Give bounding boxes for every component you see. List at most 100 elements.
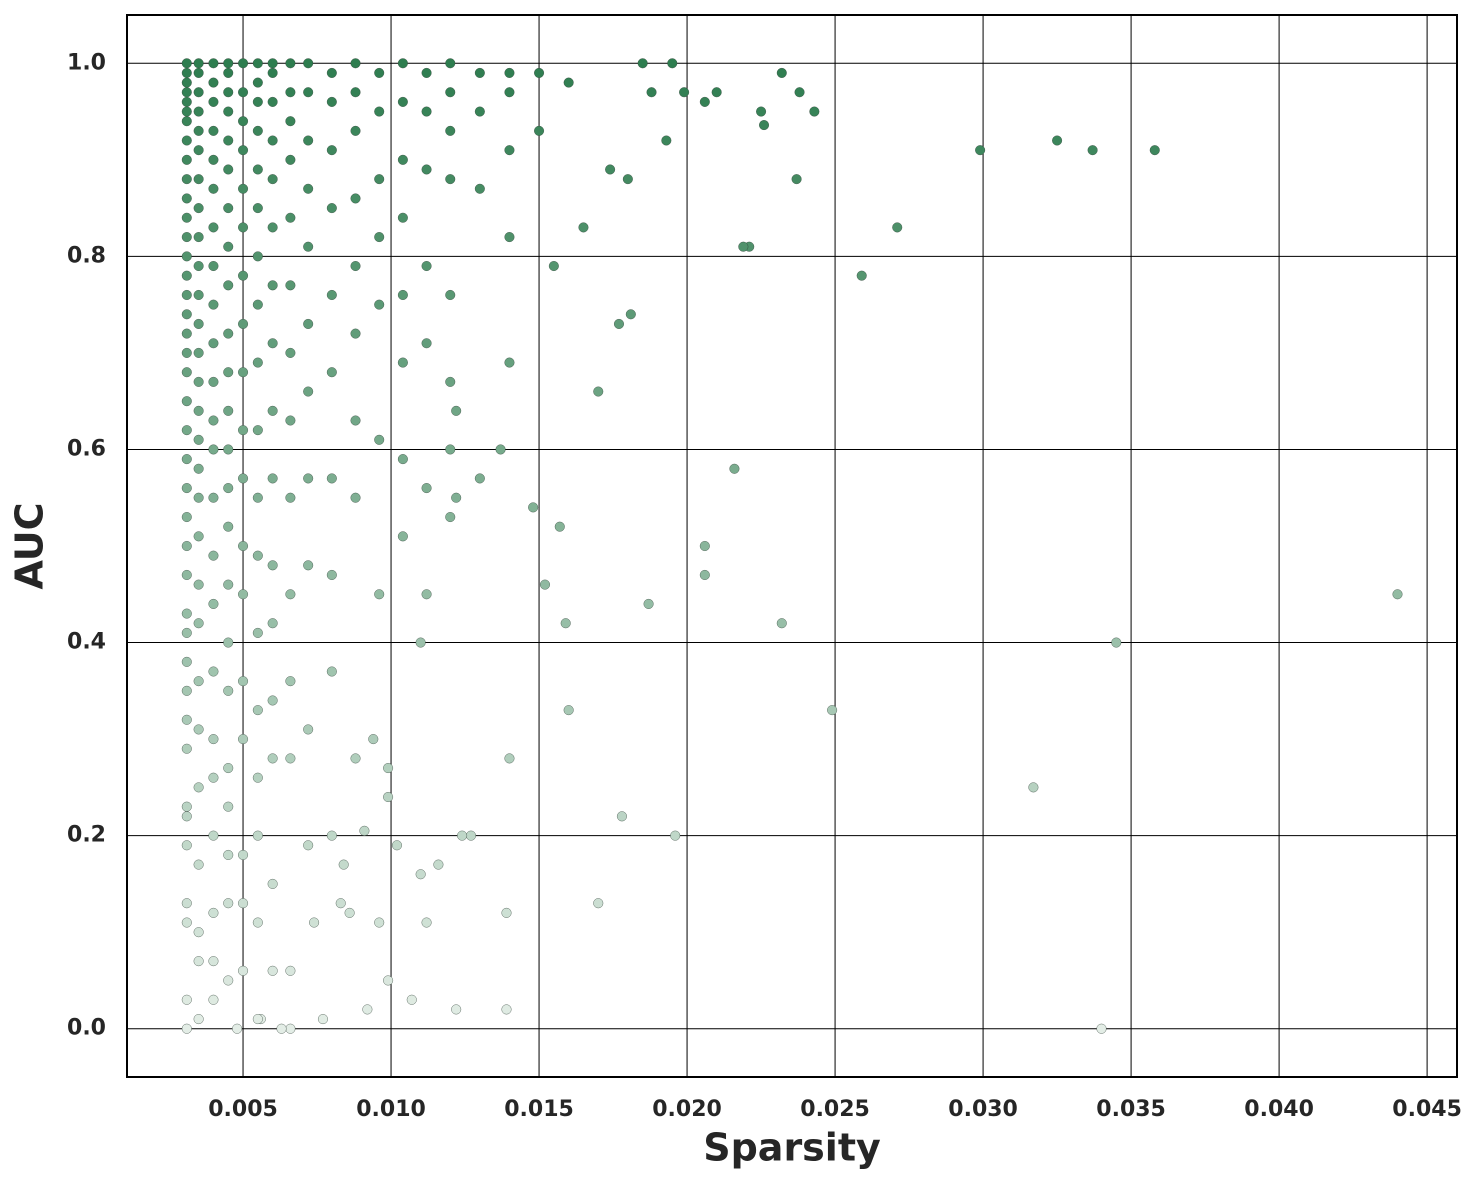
scatter-point [193, 87, 204, 98]
scatter-point [252, 1014, 263, 1025]
scatter-point [181, 135, 192, 146]
scatter-point [181, 656, 192, 667]
scatter-point [563, 705, 574, 716]
scatter-point [421, 67, 432, 78]
scatter-point [208, 260, 219, 272]
scatter-point [237, 849, 249, 860]
scatter-point [223, 975, 234, 986]
scatter-point [252, 705, 263, 716]
scatter-point [374, 917, 385, 928]
scatter-point [756, 106, 767, 117]
scatter-point [421, 260, 432, 272]
scatter-point [223, 579, 234, 590]
scatter-point [326, 145, 337, 156]
scatter-point [285, 589, 296, 600]
x-tick-label: 0.030 [948, 1097, 1018, 1122]
scatter-point [223, 328, 234, 339]
scatter-point [181, 251, 192, 262]
scatter-point [223, 483, 234, 494]
scatter-point [223, 135, 234, 146]
scatter-point [285, 415, 296, 426]
scatter-point [679, 87, 690, 98]
scatter-point [208, 666, 219, 677]
scatter-point [223, 280, 234, 291]
scatter-point [362, 1004, 373, 1015]
scatter-point [193, 260, 204, 272]
scatter-point [232, 1023, 243, 1034]
scatter-point [445, 289, 456, 301]
scatter-point [237, 425, 249, 436]
scatter-point [267, 222, 278, 233]
scatter-point [267, 280, 278, 291]
scatter-point [699, 569, 710, 581]
scatter-point [208, 830, 219, 841]
x-tick-label: 0.040 [1244, 1097, 1314, 1122]
scatter-point [699, 96, 710, 107]
scatter-point [504, 357, 515, 368]
x-axis-title: Sparsity [703, 1126, 881, 1170]
scatter-point [181, 811, 192, 822]
scatter-point [303, 135, 314, 146]
scatter-point [1028, 782, 1039, 793]
scatter-point [193, 463, 204, 474]
scatter-point [421, 164, 432, 175]
scatter-point [276, 1023, 287, 1034]
scatter-point [252, 917, 263, 928]
scatter-point [285, 492, 296, 503]
scatter-point [181, 714, 192, 725]
scatter-point [181, 77, 192, 88]
scatter-point [303, 560, 314, 571]
scatter-point [208, 338, 219, 349]
scatter-point [181, 454, 192, 465]
scatter-point [661, 135, 672, 146]
scatter-point [252, 77, 263, 88]
scatter-point [465, 830, 477, 841]
scatter-point [193, 724, 204, 735]
scatter-point [445, 125, 456, 136]
scatter-point [267, 473, 278, 484]
scatter-point [208, 77, 219, 88]
scatter-point [303, 386, 314, 397]
scatter-point [237, 116, 249, 127]
scatter-point [267, 695, 278, 706]
scatter-point [303, 58, 314, 69]
scatter-point [181, 685, 192, 696]
scatter-point [303, 87, 314, 98]
scatter-point [474, 473, 485, 484]
scatter-point [415, 637, 426, 648]
scatter-point [223, 763, 234, 774]
scatter-point [252, 627, 263, 638]
scatter-point [208, 956, 219, 967]
scatter-point [501, 907, 512, 918]
scatter-point [237, 965, 249, 976]
scatter-point [193, 618, 204, 629]
y-tick-label: 0.6 [67, 436, 106, 461]
scatter-point [646, 87, 657, 98]
scatter-point [637, 58, 648, 69]
scatter-point [1087, 145, 1098, 156]
scatter-point [457, 830, 468, 841]
scatter-point [383, 763, 394, 774]
scatter-point [208, 125, 219, 136]
scatter-point [445, 58, 456, 69]
scatter-point [1111, 637, 1122, 648]
scatter-point [181, 116, 192, 127]
scatter-point [1149, 145, 1160, 156]
scatter-point [237, 473, 249, 484]
scatter-point [181, 1023, 192, 1034]
scatter-point [350, 328, 361, 339]
scatter-point [374, 67, 385, 78]
scatter-point [593, 898, 604, 909]
scatter-point [326, 666, 337, 677]
scatter-point [374, 434, 385, 445]
scatter-point [504, 67, 515, 78]
y-tick-label: 0.4 [67, 630, 106, 655]
scatter-point [181, 540, 192, 552]
scatter-point [252, 550, 263, 561]
scatter-point [374, 232, 385, 243]
scatter-point [827, 705, 838, 716]
scatter-point [738, 241, 749, 252]
scatter-point [776, 618, 787, 629]
scatter-point [223, 801, 234, 812]
scatter-point [729, 463, 740, 474]
